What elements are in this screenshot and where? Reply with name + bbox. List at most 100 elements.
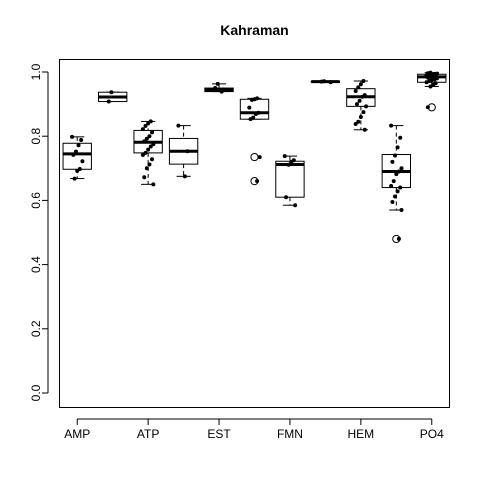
- data-point: [73, 149, 78, 154]
- data-point: [399, 166, 404, 171]
- box-group: [417, 70, 447, 112]
- data-point: [79, 138, 84, 143]
- y-tick-label: 1.0: [29, 63, 43, 80]
- data-point: [247, 105, 252, 110]
- y-tick-label: 0.6: [29, 192, 43, 209]
- data-point: [356, 119, 361, 124]
- data-point: [219, 89, 224, 94]
- box-group: [62, 134, 92, 181]
- data-point: [353, 122, 358, 127]
- boxes: [62, 70, 447, 244]
- data-point: [425, 105, 430, 110]
- box-group: [98, 90, 128, 104]
- data-point: [357, 98, 362, 103]
- data-point: [391, 179, 396, 184]
- data-point: [150, 157, 155, 162]
- data-point: [150, 130, 155, 135]
- data-point: [293, 203, 298, 208]
- data-point: [143, 123, 148, 128]
- plot-frame: [59, 59, 450, 408]
- data-point: [398, 185, 403, 190]
- data-point: [215, 81, 220, 86]
- data-point: [142, 139, 147, 144]
- data-point: [393, 194, 398, 199]
- data-point: [353, 88, 358, 93]
- x-tick-label: EST: [207, 427, 231, 441]
- data-point: [395, 189, 400, 194]
- data-point: [399, 208, 404, 213]
- data-point: [358, 82, 363, 87]
- data-point: [144, 136, 149, 141]
- data-point: [257, 155, 262, 160]
- box-iqr: [62, 142, 92, 170]
- data-point: [424, 80, 429, 85]
- data-point: [70, 134, 75, 139]
- data-point: [176, 123, 181, 128]
- data-point: [253, 112, 258, 117]
- data-point: [109, 90, 114, 95]
- box-group: [133, 119, 163, 187]
- data-point: [151, 142, 156, 147]
- x-tick-label: PO4: [420, 427, 444, 441]
- data-point: [148, 144, 153, 149]
- box-group: [275, 154, 305, 208]
- y-axis: 0.0 0.2 0.4 0.6 0.8 1.0: [29, 63, 49, 401]
- box-group: [204, 81, 234, 94]
- x-tick-label: ATP: [137, 427, 159, 441]
- box-iqr: [275, 160, 305, 198]
- data-point: [182, 174, 187, 179]
- data-point: [144, 166, 149, 171]
- data-point: [106, 99, 111, 104]
- y-tick-label: 0.2: [29, 320, 43, 337]
- data-point: [80, 159, 85, 164]
- data-point: [185, 149, 190, 154]
- y-tick-label: 0.4: [29, 256, 43, 273]
- data-point: [361, 110, 366, 115]
- data-point: [146, 147, 151, 152]
- data-point: [248, 117, 253, 122]
- x-tick-label: FMN: [277, 427, 303, 441]
- data-point: [398, 135, 403, 140]
- x-axis: AMP ATP EST FMN HEM PO4: [64, 418, 444, 441]
- box-group: [346, 78, 376, 132]
- data-point: [389, 183, 394, 188]
- chart-title: Kahraman: [220, 22, 288, 38]
- box-group: [310, 79, 341, 85]
- data-point: [395, 145, 400, 150]
- data-point: [147, 134, 152, 139]
- data-point: [393, 153, 398, 158]
- data-point: [255, 179, 260, 184]
- x-tick-label: HEM: [348, 427, 375, 441]
- data-point: [142, 175, 147, 180]
- box-group: [239, 96, 270, 186]
- box-group: [381, 123, 411, 244]
- box-group: [168, 123, 199, 179]
- data-point: [213, 86, 218, 91]
- data-point: [390, 159, 395, 164]
- y-tick-label: 0.8: [29, 128, 43, 145]
- data-point: [75, 168, 80, 173]
- data-point: [286, 162, 291, 167]
- data-point: [71, 152, 76, 157]
- y-tick-label: 0.0: [29, 384, 43, 401]
- data-point: [389, 123, 394, 128]
- x-tick-label: AMP: [64, 427, 90, 441]
- data-point: [140, 127, 145, 132]
- data-point: [354, 102, 359, 107]
- data-point: [284, 195, 289, 200]
- data-point: [72, 176, 77, 181]
- data-point: [289, 159, 294, 164]
- data-point: [319, 79, 324, 84]
- data-point: [151, 182, 156, 187]
- data-point: [358, 114, 363, 119]
- data-point: [362, 127, 367, 132]
- data-point: [394, 172, 399, 177]
- data-point: [356, 85, 361, 90]
- data-point: [425, 75, 430, 80]
- data-point: [147, 162, 152, 167]
- data-point: [76, 143, 81, 148]
- data-point: [249, 97, 254, 102]
- data-point: [140, 152, 145, 157]
- data-point: [360, 94, 365, 99]
